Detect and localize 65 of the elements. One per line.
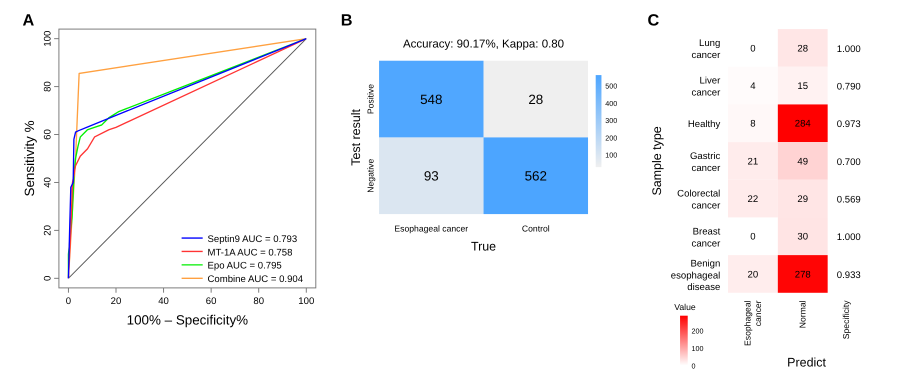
data-label: 548 bbox=[420, 92, 442, 107]
x-axis-title: 100% – Specificity% bbox=[126, 312, 248, 328]
y-tick-label: 80 bbox=[42, 81, 54, 92]
data-label: 28 bbox=[528, 92, 544, 107]
legend-label: Epo AUC = 0.795 bbox=[207, 260, 282, 272]
data-label: 8 bbox=[750, 118, 756, 130]
data-label: 20 bbox=[748, 269, 758, 280]
data-label: 30 bbox=[797, 232, 808, 243]
y2-tick-label: 0.700 bbox=[836, 156, 861, 168]
text: C bbox=[647, 11, 660, 30]
y2-tick-label: 0.933 bbox=[836, 270, 861, 281]
data-label: 15 bbox=[797, 80, 808, 92]
x-tick-label: Control bbox=[522, 223, 550, 234]
y-axis-title: Test result bbox=[348, 108, 363, 166]
y-tick-label: Colorectal cancer bbox=[677, 188, 722, 212]
y-tick-label: Negative bbox=[365, 158, 376, 193]
x-axis-title: True bbox=[470, 240, 496, 254]
y-tick-label: Healthy bbox=[688, 119, 721, 130]
x-tick-label: 80 bbox=[253, 296, 264, 308]
x-tick-label: 0 bbox=[66, 296, 72, 308]
data-label: 22 bbox=[748, 194, 758, 205]
data-label: 562 bbox=[524, 168, 547, 184]
color-bar-title: Value bbox=[674, 302, 696, 312]
y-axis-title: Sensitivity % bbox=[22, 120, 37, 196]
y2-tick-label: 1.000 bbox=[836, 232, 861, 244]
data-label: 21 bbox=[748, 156, 758, 168]
x-tick-label: 40 bbox=[158, 296, 169, 308]
data-label: 4 bbox=[750, 80, 756, 92]
y-tick-label: 100 bbox=[42, 30, 54, 47]
data-label: 278 bbox=[794, 269, 811, 280]
y-tick-label: 40 bbox=[42, 177, 54, 188]
data-label: 29 bbox=[797, 194, 808, 205]
y2-tick-label: 0.569 bbox=[836, 194, 861, 206]
data-label: 93 bbox=[424, 168, 439, 184]
y2-tick-label: 1.000 bbox=[836, 44, 861, 55]
x-axis-title: Predict bbox=[787, 355, 826, 370]
x-tick-label: 60 bbox=[206, 296, 216, 308]
y-tick-label: Positive bbox=[365, 84, 376, 114]
data-label: 0 bbox=[750, 43, 756, 54]
y-tick-label: Lung cancer bbox=[692, 38, 722, 61]
data-label: 284 bbox=[794, 118, 812, 130]
y2-axis-title: Specificity bbox=[840, 300, 851, 340]
data-label: 49 bbox=[797, 156, 808, 168]
y-tick-label: Gastric cancer bbox=[690, 151, 722, 174]
y-tick-label: 0 bbox=[42, 276, 54, 281]
y-tick-label: 60 bbox=[42, 129, 54, 140]
y-tick-label: Liver cancer bbox=[692, 76, 722, 99]
x-tick-label: Normal bbox=[798, 300, 808, 328]
y-tick-label: Breast cancer bbox=[692, 226, 722, 250]
legend-label: MT-1A AUC = 0.758 bbox=[207, 247, 292, 258]
x-tick-label: 20 bbox=[110, 296, 122, 308]
y2-tick-label: 0.790 bbox=[836, 81, 861, 92]
y2-tick-label: 0.973 bbox=[836, 119, 861, 130]
x-tick-label: 100 bbox=[298, 296, 314, 308]
y-axis-title: Sample type bbox=[650, 126, 664, 196]
data-label: 28 bbox=[797, 43, 808, 54]
x-tick-label: Esophageal cancer bbox=[394, 223, 468, 234]
legend-label: Combine AUC = 0.904 bbox=[207, 274, 304, 286]
legend-label: Septin9 AUC = 0.793 bbox=[207, 234, 298, 245]
data-label: 0 bbox=[750, 232, 756, 243]
chart-title: Accuracy: 90.17%, Kappa: 0.80 bbox=[402, 38, 564, 50]
text: B bbox=[340, 11, 353, 30]
x-tick-label: Esophageal cancer bbox=[742, 300, 764, 346]
y-tick-label: Benign esophageal disease bbox=[670, 258, 720, 294]
text: A bbox=[22, 11, 34, 30]
